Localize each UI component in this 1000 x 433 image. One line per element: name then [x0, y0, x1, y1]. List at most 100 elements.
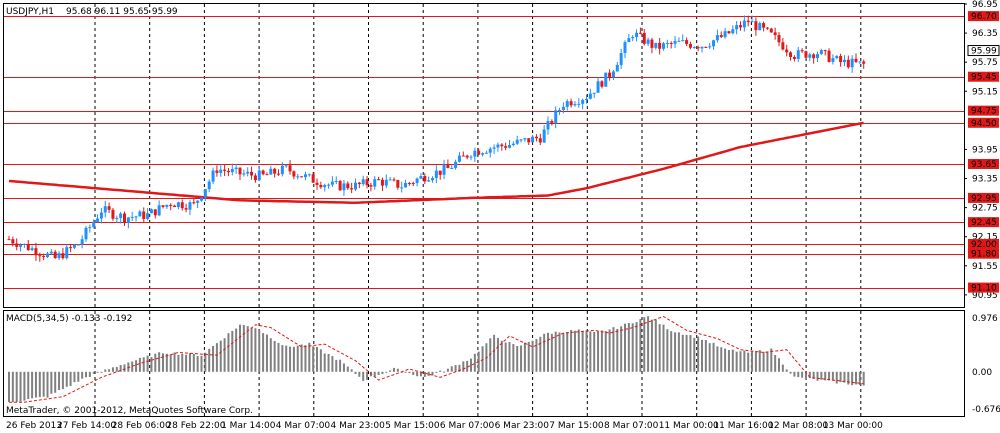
macd-bar [185, 354, 188, 372]
candle-body [84, 227, 88, 240]
macd-bar [346, 366, 349, 372]
macd-bar [654, 319, 657, 372]
macd-bar [658, 324, 661, 372]
horizontal-levels[interactable] [4, 16, 964, 289]
macd-bar [639, 319, 642, 372]
candle-body [253, 175, 257, 181]
candle-body [99, 212, 103, 219]
macd-bar [778, 358, 780, 372]
candle-body [357, 182, 361, 185]
macd-bar [535, 339, 538, 372]
level-price-tag [968, 11, 999, 22]
candle-body [126, 217, 130, 223]
time-label: 12 Mar 08:00 [768, 421, 828, 431]
candle-body [315, 182, 319, 185]
macd-bar [292, 346, 295, 372]
candle-body [346, 183, 350, 189]
macd-bar [820, 371, 823, 380]
macd-bar [150, 357, 153, 372]
macd-bar [627, 322, 630, 372]
candle-body [257, 170, 261, 181]
macd-bar [543, 333, 546, 372]
level-price-tag-label: 92.45 [971, 218, 997, 228]
candle-body [588, 93, 592, 99]
candle-body [623, 42, 627, 54]
macd-bar [828, 371, 831, 381]
candle-body [188, 202, 192, 210]
candle-body [812, 54, 816, 59]
macd-bar [585, 330, 588, 372]
candle-body [604, 72, 608, 87]
time-label: 8 Mar 07:00 [604, 421, 659, 431]
macd-bar [177, 354, 180, 372]
macd-bar [69, 371, 72, 386]
macd-bar [824, 371, 827, 381]
candle-body [654, 42, 658, 48]
macd-bar [235, 328, 238, 372]
candle-body [373, 179, 377, 187]
level-price-tag [968, 192, 999, 203]
macd-bar [496, 337, 499, 372]
macd-bar [412, 371, 415, 375]
macd-bar [573, 330, 576, 372]
candle-body [404, 182, 408, 188]
candle-body [192, 202, 196, 204]
time-label: 5 Mar 15:00 [385, 421, 440, 431]
candle-body [223, 169, 227, 171]
price-tick-label: 92.75 [972, 204, 998, 214]
macd-bar [493, 334, 496, 372]
candle-body [49, 251, 53, 254]
candle-body [342, 183, 346, 191]
candle-body [350, 188, 354, 190]
macd-bar [770, 348, 773, 372]
candle-body [819, 50, 823, 55]
macd-bar [11, 371, 14, 403]
candle-body [92, 221, 96, 228]
macd-bar [570, 330, 573, 372]
candle-body [265, 174, 269, 176]
macd-bar [8, 371, 10, 402]
candle-body [704, 46, 708, 48]
macd-bar [589, 331, 592, 372]
macd-bar [793, 371, 796, 377]
candlesticks[interactable] [7, 15, 866, 262]
candle-body [57, 253, 61, 259]
macd-bar [650, 319, 653, 372]
candle-body [238, 167, 242, 175]
candle-body [334, 181, 338, 183]
candle-body [149, 209, 153, 214]
candle-body [396, 180, 400, 188]
candle-body [827, 50, 831, 62]
macd-bar [73, 371, 76, 383]
candle-body [854, 58, 858, 62]
macd-bar [273, 340, 276, 372]
candle-body [488, 148, 492, 153]
candle-body [392, 179, 396, 181]
candle-body [839, 56, 843, 63]
candle-body [103, 206, 107, 213]
macd-bar [458, 364, 461, 372]
candle-body [354, 182, 357, 190]
candle-body [816, 54, 819, 59]
macd-bar [539, 336, 542, 372]
candle-body [765, 27, 769, 29]
macd-bar [131, 361, 134, 372]
main-pane-frame [3, 3, 965, 308]
candle-body [200, 197, 203, 201]
macd-bar [693, 337, 696, 372]
macd-bar [801, 371, 804, 378]
candle-body [165, 204, 169, 207]
macd-bar [600, 330, 603, 372]
macd-bar [265, 334, 268, 372]
macd-bar [554, 331, 557, 372]
candle-body [261, 170, 265, 175]
macd-bar [720, 347, 723, 372]
macd-bar [250, 327, 253, 372]
macd-bar [169, 354, 172, 372]
candle-body [862, 61, 866, 64]
macd-bar [331, 356, 334, 372]
candle-body [250, 171, 254, 176]
candle-body [573, 104, 577, 106]
candle-body [15, 243, 19, 247]
